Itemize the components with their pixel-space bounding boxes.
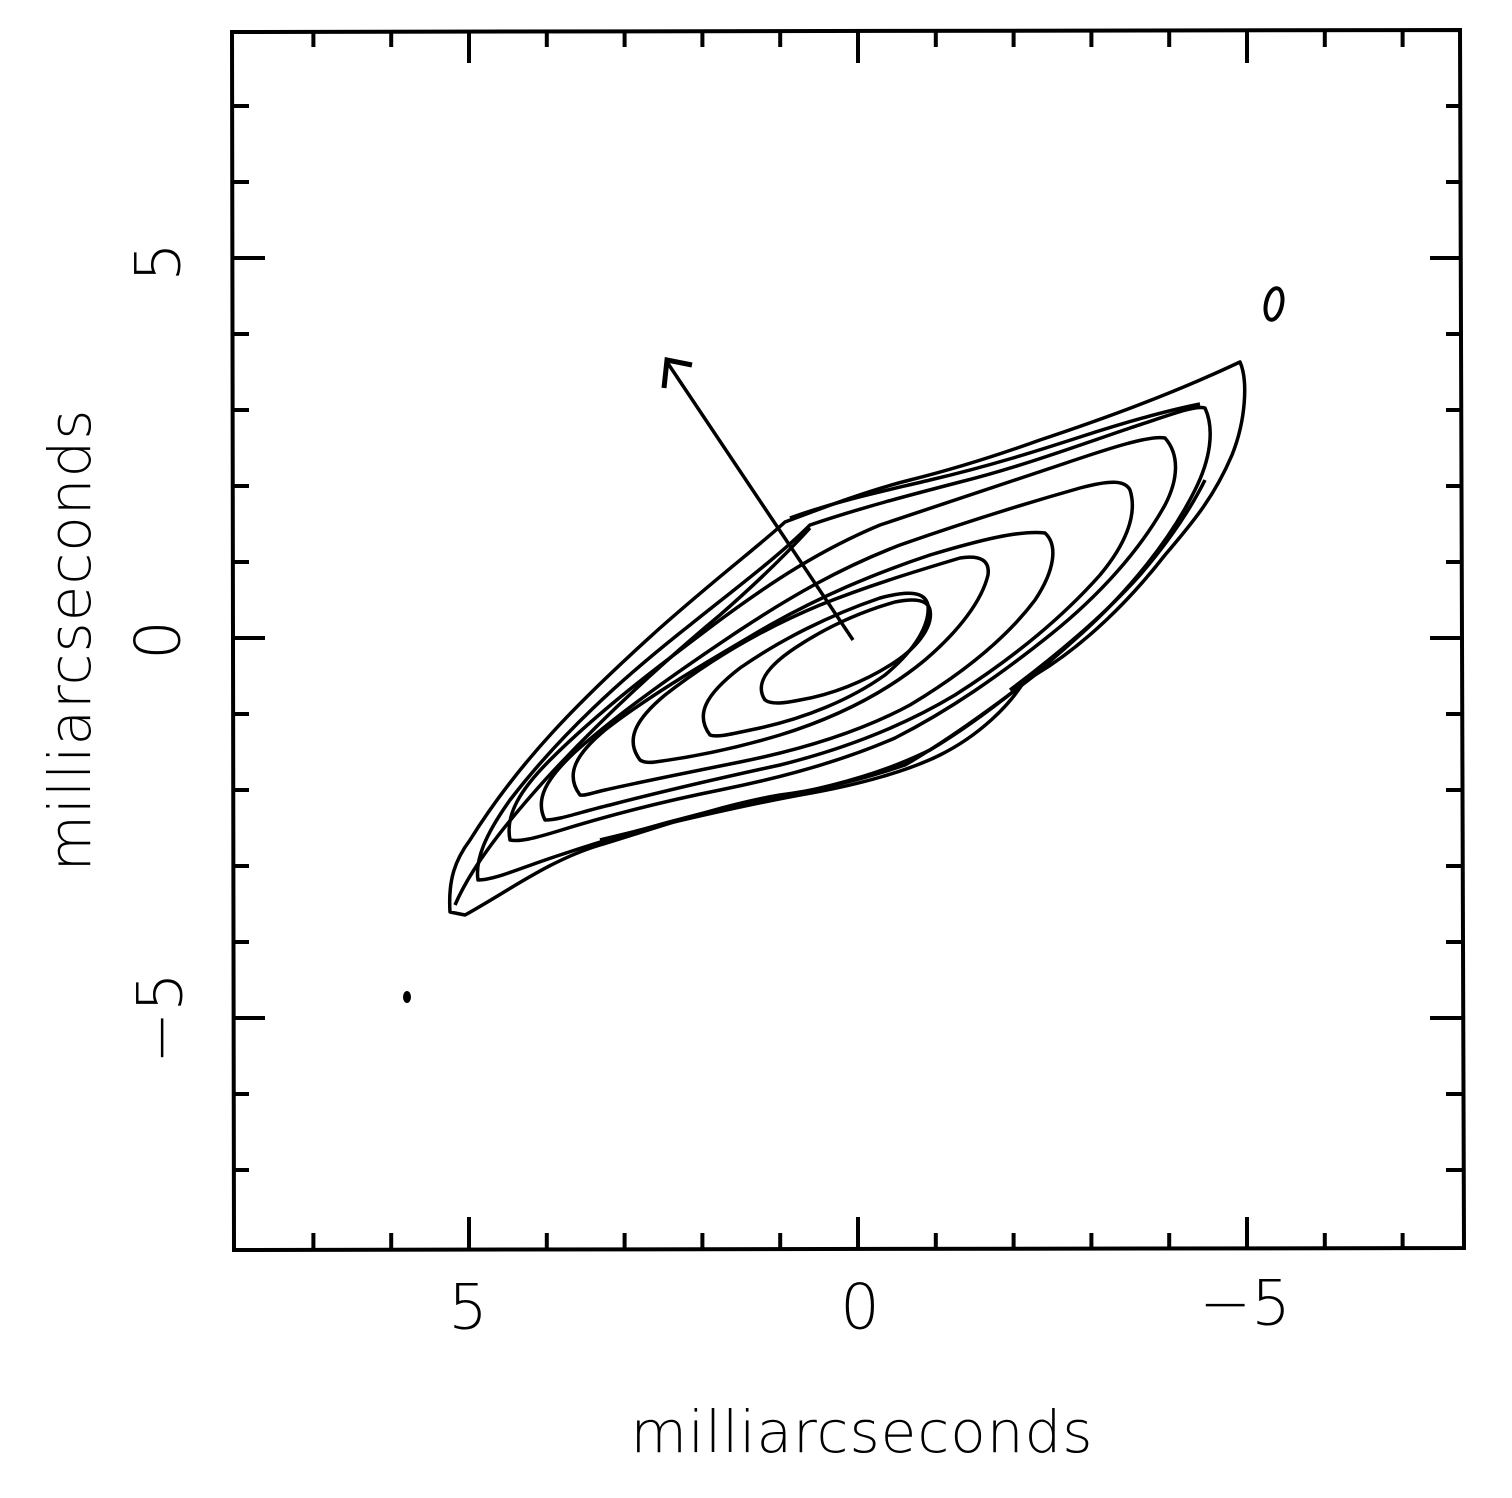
y-tick-label-0: 0 <box>121 620 195 660</box>
contour-lines <box>447 360 1247 917</box>
x-axis-title: milliarcseconds <box>630 1398 1094 1466</box>
direction-arrow <box>661 357 855 641</box>
y-axis-title: milliarcseconds <box>36 408 104 872</box>
axis-ticks <box>233 31 1462 1249</box>
x-tick-label-0: 0 <box>840 1270 880 1344</box>
plot-frame <box>229 27 1467 1253</box>
x-tick-label-5: 5 <box>448 1270 488 1344</box>
y-tick-label-neg5: −5 <box>123 972 197 1064</box>
isolated-dot <box>403 991 411 1003</box>
x-tick-label-neg5: −5 <box>1199 1266 1291 1340</box>
isolated-contour <box>1263 286 1285 322</box>
y-tick-label-5: 5 <box>121 242 195 282</box>
